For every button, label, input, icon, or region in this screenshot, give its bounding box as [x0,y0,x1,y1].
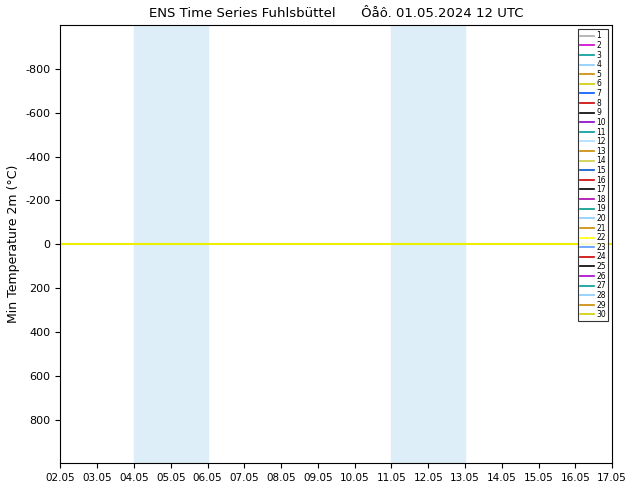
Y-axis label: Min Temperature 2m (°C): Min Temperature 2m (°C) [7,165,20,323]
Bar [391,25,465,464]
Bar [134,25,207,464]
Title: ENS Time Series Fuhlsbüttel      Ôåô. 01.05.2024 12 UTC: ENS Time Series Fuhlsbüttel Ôåô. 01.05.2… [149,7,524,20]
Legend: 1, 2, 3, 4, 5, 6, 7, 8, 9, 10, 11, 12, 13, 14, 15, 16, 17, 18, 19, 20, 21, 22, 2: 1, 2, 3, 4, 5, 6, 7, 8, 9, 10, 11, 12, 1… [578,29,609,321]
